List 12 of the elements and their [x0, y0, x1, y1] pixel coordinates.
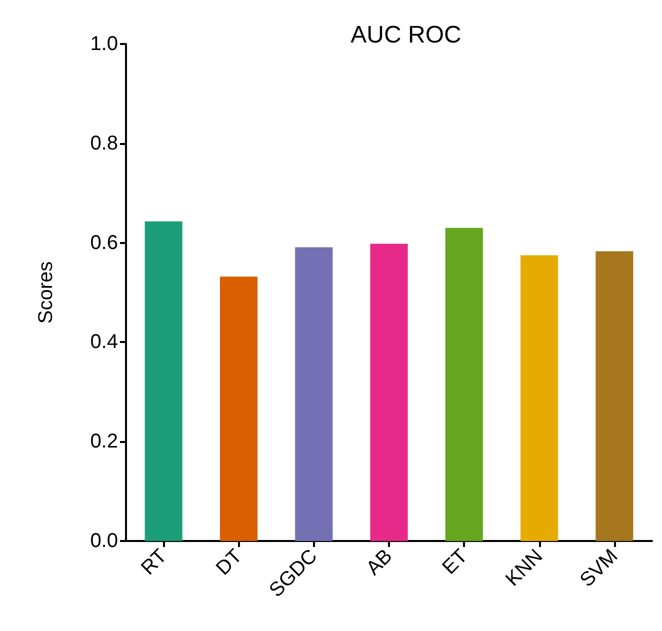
y-tick-label: 0.8 [90, 132, 118, 154]
y-tick-label: 1.0 [90, 33, 118, 55]
x-tick-label: RT [137, 545, 172, 580]
y-tick-label: 0.6 [90, 232, 118, 254]
chart-title: AUC ROC [350, 22, 462, 48]
x-tick-label: DT [212, 545, 246, 580]
x-tick-label: ET [438, 545, 472, 579]
x-tick-label: AB [362, 545, 397, 580]
y-tick-label: 0.2 [90, 430, 118, 453]
y-axis-title: Scores [35, 261, 57, 324]
y-tick-label: 0.4 [90, 331, 118, 354]
y-tick-label: 0.0 [90, 530, 118, 552]
